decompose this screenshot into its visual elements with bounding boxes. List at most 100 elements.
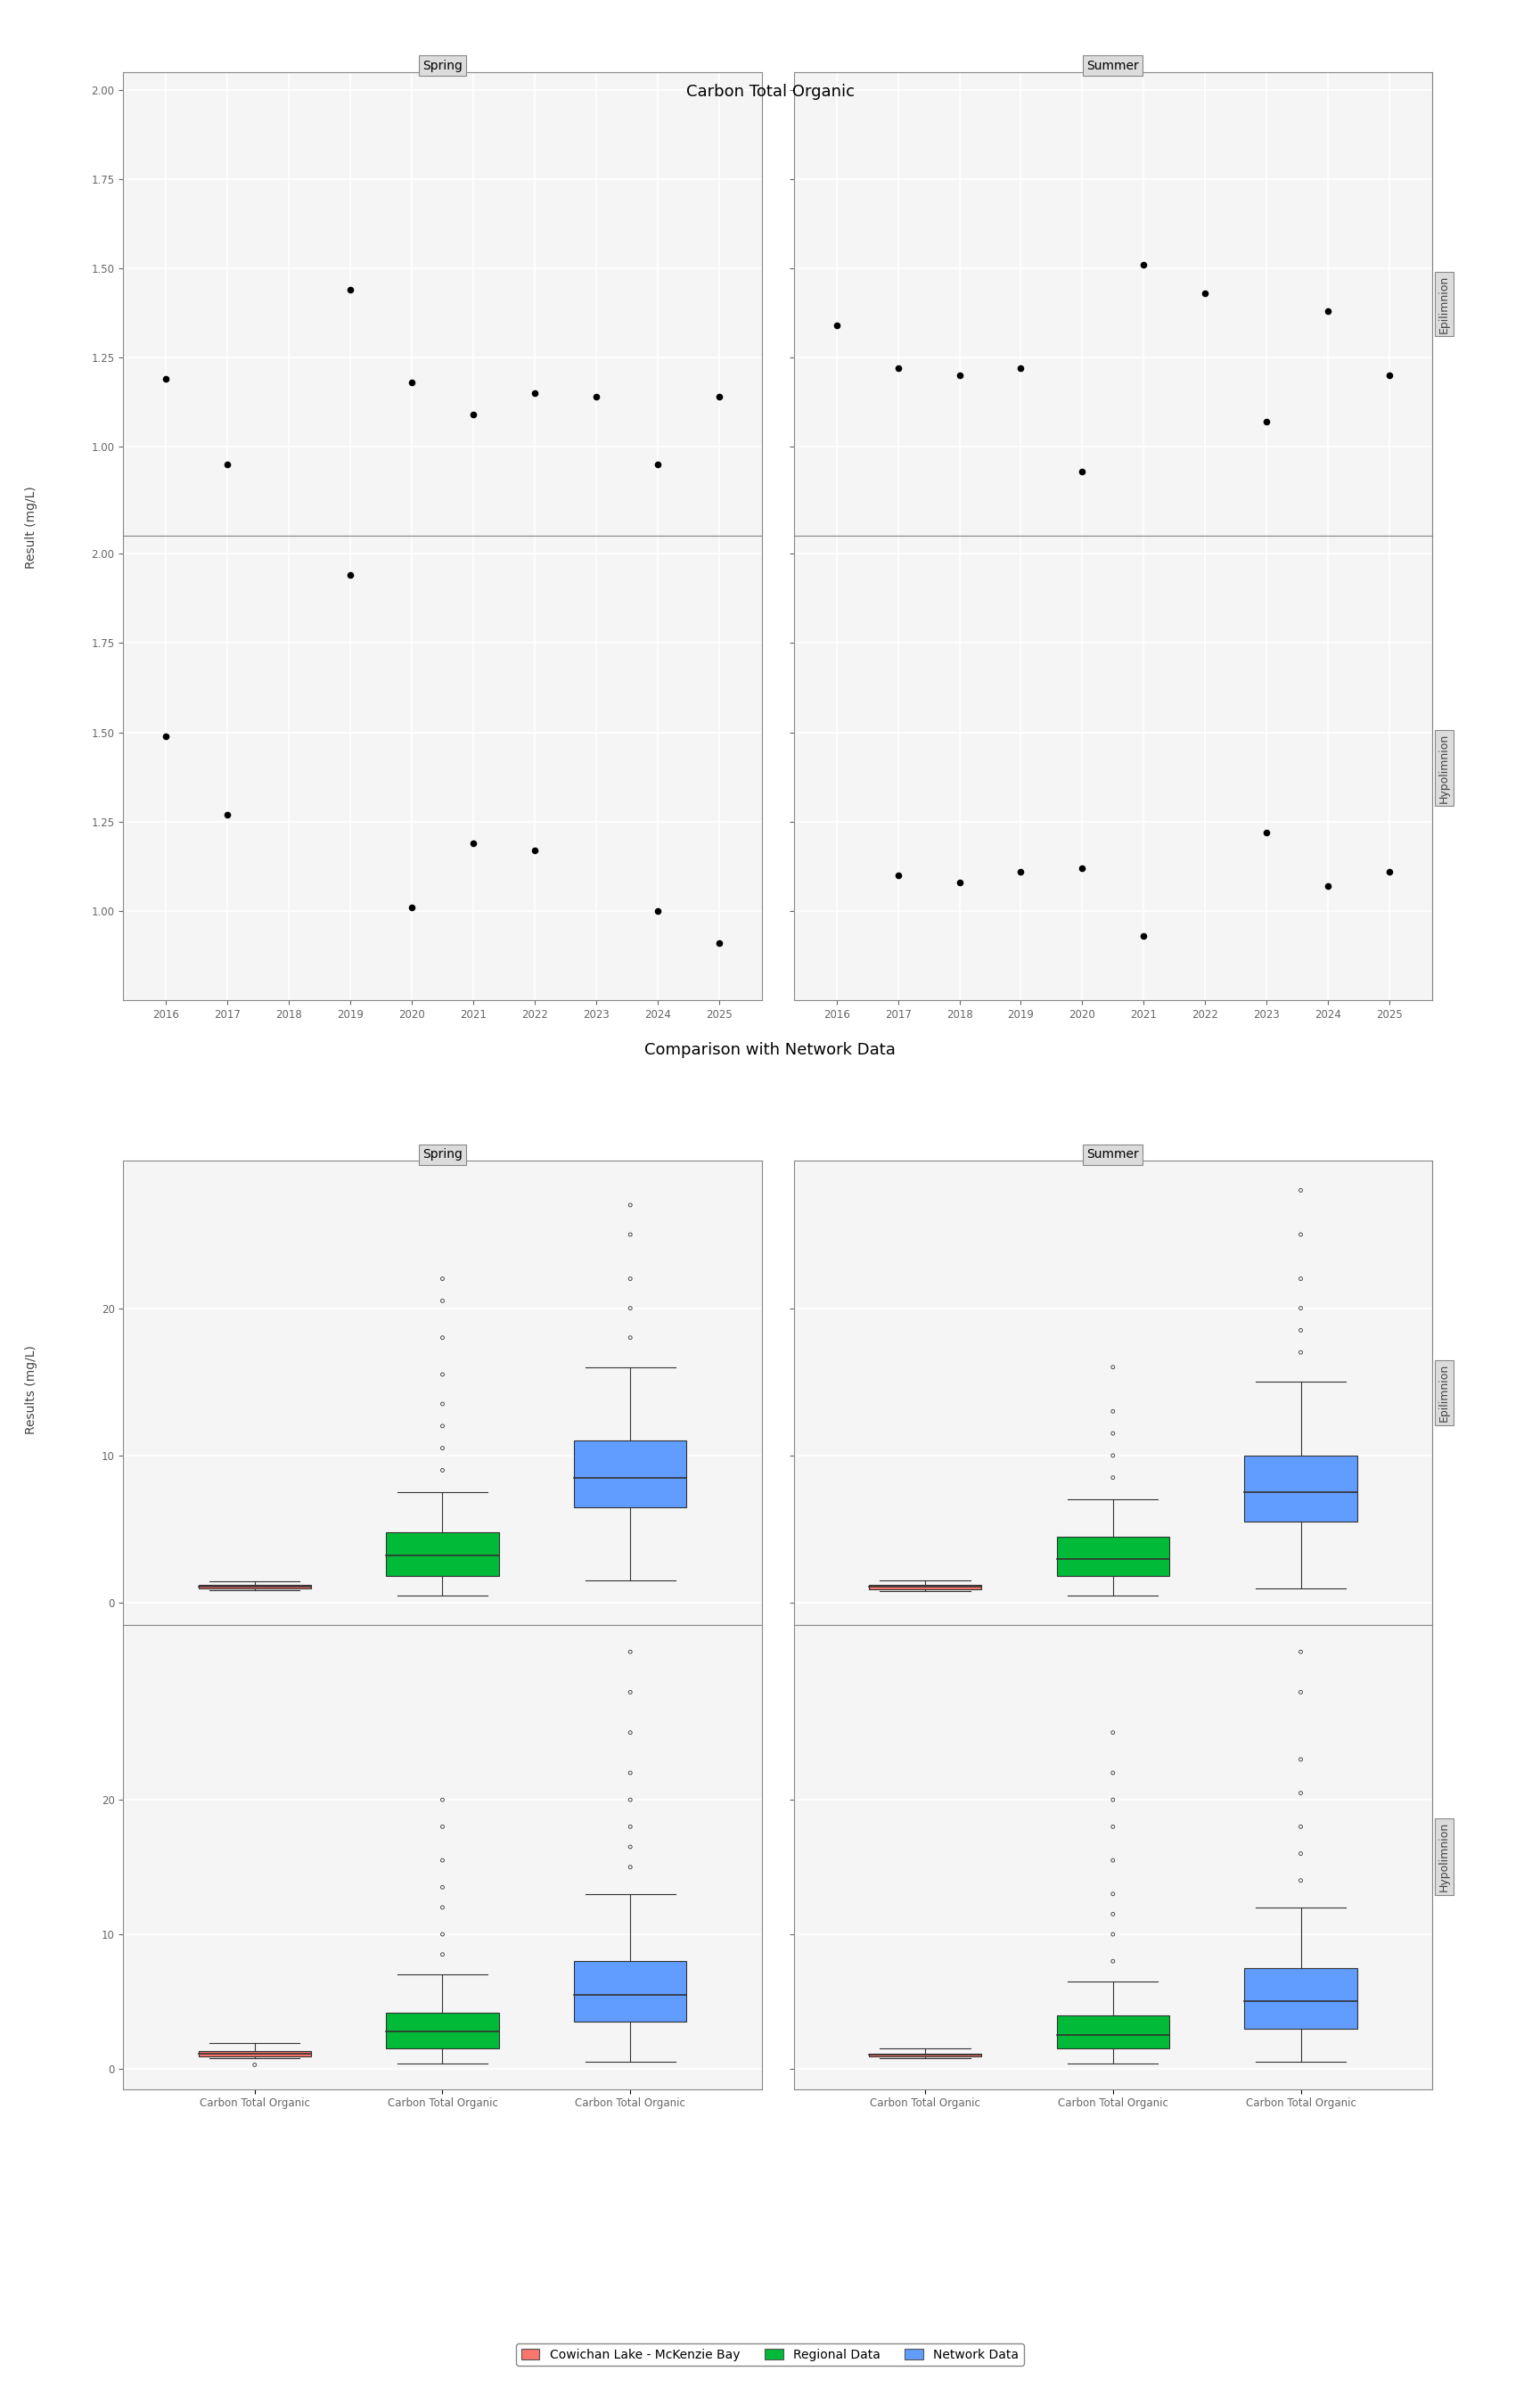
- Point: [339, 271, 363, 309]
- Point: [430, 1888, 454, 1926]
- Point: [430, 1840, 454, 1878]
- Point: [618, 1186, 642, 1224]
- Point: [1289, 1862, 1314, 1900]
- Bar: [1244, 1967, 1357, 2029]
- Point: [1377, 853, 1401, 891]
- Point: [430, 1936, 454, 1974]
- Point: [154, 716, 179, 755]
- Point: [460, 824, 485, 863]
- Bar: [199, 1586, 311, 1589]
- Point: [1101, 1780, 1126, 1819]
- Point: [1254, 812, 1278, 851]
- Point: [1289, 1332, 1314, 1371]
- Point: [1289, 1289, 1314, 1327]
- Point: [1101, 1943, 1126, 1981]
- Point: [1289, 1807, 1314, 1845]
- Y-axis label: Epilimnion: Epilimnion: [1438, 276, 1451, 333]
- Point: [154, 359, 179, 398]
- Point: [707, 925, 732, 963]
- Point: [618, 1713, 642, 1751]
- Bar: [574, 1962, 687, 2022]
- Point: [1009, 350, 1033, 388]
- Point: [522, 831, 547, 870]
- Text: Result (mg/L): Result (mg/L): [25, 486, 37, 568]
- Point: [618, 1260, 642, 1299]
- Point: [645, 891, 670, 930]
- Y-axis label: Epilimnion: Epilimnion: [1438, 1363, 1451, 1421]
- Point: [1101, 1807, 1126, 1845]
- Point: [430, 1260, 454, 1299]
- Point: [1101, 1840, 1126, 1878]
- Point: [618, 1289, 642, 1327]
- Point: [707, 379, 732, 417]
- Point: [1289, 1215, 1314, 1253]
- Point: [618, 1672, 642, 1711]
- Point: [339, 556, 363, 594]
- Point: [399, 889, 424, 927]
- Point: [1315, 292, 1340, 331]
- Point: [1101, 1435, 1126, 1474]
- Point: [1289, 1172, 1314, 1210]
- Point: [1289, 1260, 1314, 1299]
- Point: [584, 379, 608, 417]
- Point: [430, 1406, 454, 1445]
- Point: [1101, 1895, 1126, 1934]
- Point: [522, 374, 547, 412]
- Point: [885, 350, 910, 388]
- Point: [1289, 1672, 1314, 1711]
- Point: [1289, 1773, 1314, 1811]
- Point: [430, 1385, 454, 1423]
- Text: Comparison with Network Data: Comparison with Network Data: [644, 1042, 896, 1059]
- Point: [618, 1632, 642, 1670]
- Bar: [387, 2013, 499, 2049]
- Point: [947, 357, 972, 395]
- Point: [618, 1780, 642, 1819]
- Point: [618, 1807, 642, 1845]
- Bar: [199, 2051, 311, 2056]
- Point: [1101, 1459, 1126, 1498]
- Bar: [574, 1440, 687, 1507]
- Point: [885, 855, 910, 894]
- Point: [216, 446, 240, 484]
- Point: [1315, 867, 1340, 906]
- Bar: [387, 1531, 499, 1577]
- Title: Summer: Summer: [1087, 60, 1140, 72]
- Y-axis label: Hypolimnion: Hypolimnion: [1438, 1821, 1451, 1893]
- Point: [242, 2046, 266, 2085]
- Point: [1070, 453, 1095, 491]
- Text: Carbon Total Organic: Carbon Total Organic: [685, 84, 855, 101]
- Point: [1101, 1914, 1126, 1953]
- Point: [618, 1318, 642, 1356]
- Bar: [869, 1584, 981, 1589]
- Point: [1289, 1311, 1314, 1349]
- Point: [460, 395, 485, 434]
- Point: [216, 795, 240, 834]
- Point: [1132, 244, 1157, 283]
- Point: [430, 1318, 454, 1356]
- Point: [1289, 1835, 1314, 1874]
- Point: [1101, 1874, 1126, 1912]
- Legend: Cowichan Lake - McKenzie Bay, Regional Data, Network Data: Cowichan Lake - McKenzie Bay, Regional D…: [516, 2343, 1024, 2365]
- Point: [1377, 357, 1401, 395]
- Point: [618, 1215, 642, 1253]
- Point: [1289, 1632, 1314, 1670]
- Point: [430, 1428, 454, 1466]
- Point: [430, 1452, 454, 1490]
- Title: Summer: Summer: [1087, 1148, 1140, 1162]
- Point: [1101, 1349, 1126, 1387]
- Bar: [1056, 1536, 1169, 1577]
- Title: Spring: Spring: [422, 1148, 462, 1162]
- Bar: [1056, 2015, 1169, 2049]
- Point: [430, 1282, 454, 1320]
- Point: [430, 1914, 454, 1953]
- Bar: [1244, 1454, 1357, 1521]
- Point: [1101, 1713, 1126, 1751]
- Title: Spring: Spring: [422, 60, 462, 72]
- Point: [430, 1356, 454, 1394]
- Point: [1254, 403, 1278, 441]
- Point: [1289, 1739, 1314, 1778]
- Point: [618, 1754, 642, 1792]
- Point: [430, 1780, 454, 1819]
- Point: [947, 863, 972, 901]
- Point: [645, 446, 670, 484]
